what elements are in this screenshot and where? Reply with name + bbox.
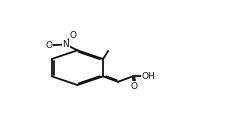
Text: O: O <box>130 82 137 91</box>
Text: OH: OH <box>142 72 156 81</box>
Text: O: O <box>69 31 76 40</box>
Text: O: O <box>45 41 52 50</box>
Text: N: N <box>63 40 69 49</box>
